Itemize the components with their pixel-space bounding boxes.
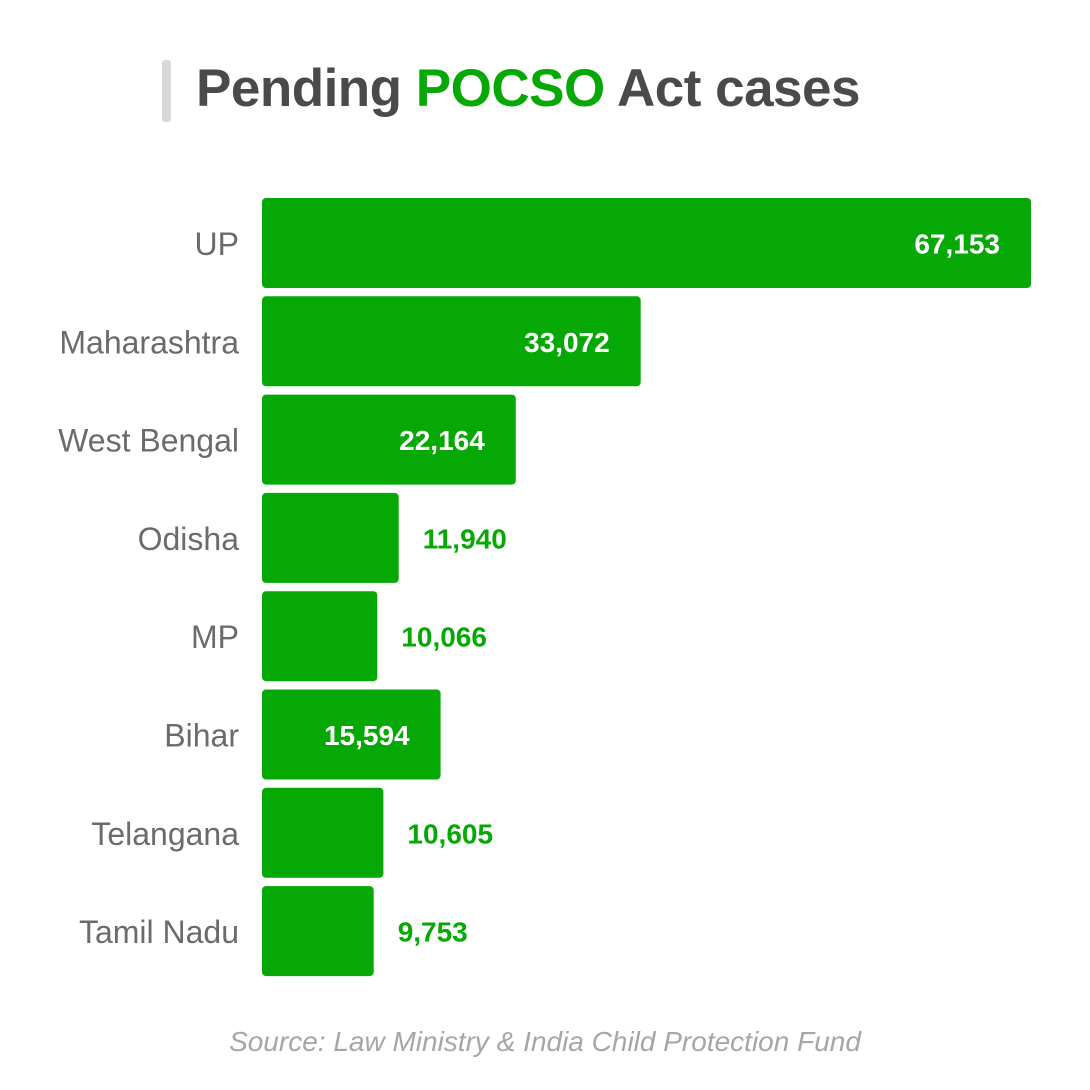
category-label: Telangana [91, 816, 239, 852]
bar [262, 787, 384, 878]
title-highlight: POCSO [415, 59, 605, 118]
bar [262, 198, 1031, 288]
value-label: 22,164 [399, 425, 485, 456]
category-label: Bihar [164, 718, 239, 754]
bar [262, 689, 441, 780]
title-text-end: Act cases [604, 59, 861, 118]
value-label: 33,072 [524, 327, 610, 358]
bar [262, 492, 399, 583]
source-note: Source: Law Ministry & India Child Prote… [229, 1026, 861, 1057]
bar [262, 296, 641, 387]
category-label: UP [195, 226, 239, 262]
title-text-start: Pending [196, 59, 416, 118]
value-label: 15,594 [324, 720, 410, 751]
bar [262, 591, 378, 682]
category-label: MP [191, 619, 239, 655]
value-label: 67,153 [914, 229, 1000, 260]
category-label: Tamil Nadu [79, 914, 239, 950]
bar [262, 394, 516, 485]
value-label: 9,753 [398, 917, 468, 948]
title-accent-bar [162, 60, 171, 122]
value-label: 11,940 [423, 523, 507, 554]
value-label: 10,066 [401, 622, 487, 653]
category-label: Odisha [138, 521, 240, 557]
value-label: 10,605 [407, 818, 493, 849]
category-label: West Bengal [58, 423, 239, 459]
category-label: Maharashtra [59, 324, 239, 360]
chart-title: Pending POCSO Act cases [196, 56, 860, 122]
bar [262, 886, 374, 977]
